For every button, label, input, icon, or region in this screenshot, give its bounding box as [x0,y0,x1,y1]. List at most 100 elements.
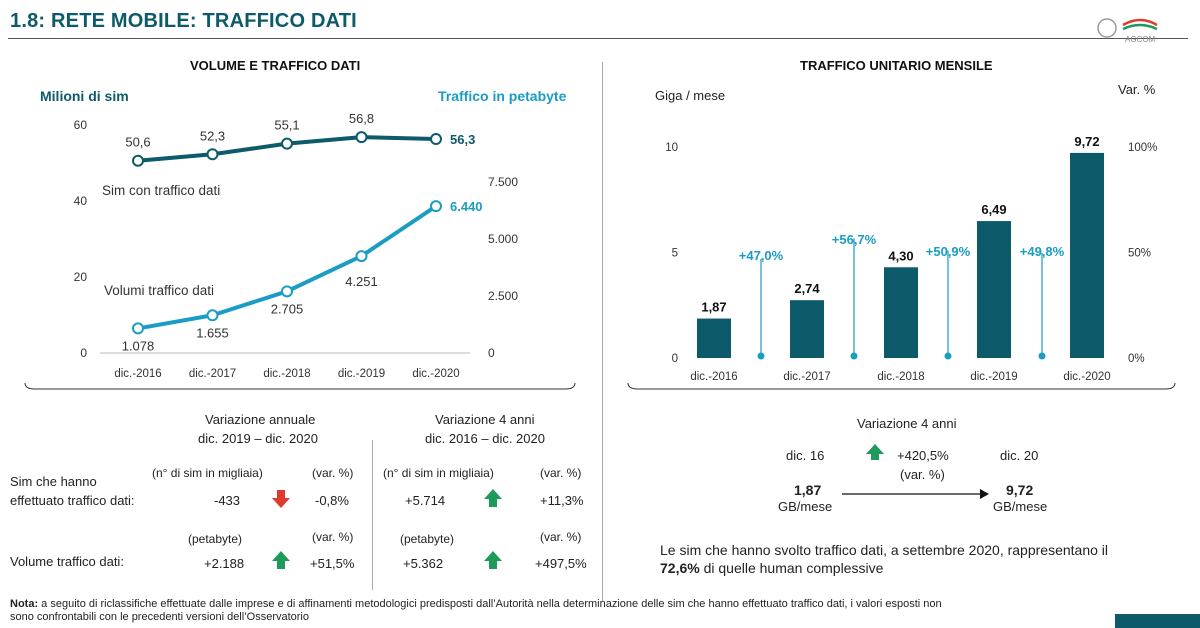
bar-value-label: 9,72 [1074,134,1099,149]
annual-title-1: Variazione annuale [205,412,316,427]
right-axis-label: Traffico in petabyte [438,88,567,104]
bar-value-label: 4,30 [888,248,913,263]
summary-pct-note: (var. %) [900,467,945,482]
page-title: 1.8: RETE MOBILE: TRAFFICO DATI [10,10,357,32]
summary-to-value: 9,72 [1006,482,1034,498]
y2-tick-label: 7.500 [488,175,518,189]
y2-tick-label: 2.500 [488,289,518,303]
variation-label: +56,7% [832,232,877,247]
data-label: 2.705 [271,301,304,316]
x-tick-label: dic.-2019 [970,371,1017,383]
bar-value-label: 6,49 [981,202,1006,217]
y2-tick-label: 50% [1128,248,1151,260]
y2-tick-label: 100% [1128,142,1157,154]
data-label: 56,8 [349,111,374,126]
row1-label-1: Sim che hanno [10,474,97,489]
row2-var-unit-annual: (var. %) [312,530,354,544]
x-tick-label: dic.-2017 [189,368,236,380]
data-label: 55,1 [274,118,299,133]
summary-note-2: 72,6% di quelle human complessive [660,560,883,576]
summary-from-value: 1,87 [794,482,822,498]
logo-text: AGCOM [1125,35,1156,44]
bar [884,267,918,358]
row2-label: Volume traffico dati: [10,554,124,569]
four-year-title-2: dic. 2016 – dic. 2020 [425,431,545,446]
x-tick-label: dic.-2018 [877,371,924,383]
up-arrow-icon [484,551,502,569]
series-name-label: Volumi traffico dati [104,283,214,298]
y2-tick-label: 0 [488,346,495,360]
bar [790,300,824,358]
variation-point [1038,352,1046,360]
row2-var-unit-4y: (var. %) [540,530,582,544]
page-number-tab[interactable] [1115,614,1200,628]
x-tick-label: dic.-2017 [783,371,830,383]
data-label: 4.251 [345,274,378,289]
x-tick-label: dic.-2018 [263,368,310,380]
data-point [206,309,219,322]
summary-pct: +420,5% [897,448,949,463]
row2-4y-pct: +497,5% [535,556,587,571]
summary-note-1: Le sim che hanno svolto traffico dati, a… [660,542,1109,558]
variation-point [850,352,858,360]
data-point [355,131,368,144]
bar [1070,152,1104,358]
variation-label: +49,8% [1020,244,1065,259]
data-point [281,137,293,150]
data-label: 6.440 [450,199,483,214]
data-label: 52,3 [200,128,225,143]
row1-unit-4y: (n° di sim in migliaia) [383,466,494,480]
data-label: 56,3 [450,132,475,147]
right-left-axis-label: Giga / mese [655,88,726,103]
data-label: 1.078 [122,338,155,353]
left-axis-label: Milioni di sim [40,88,129,104]
bar [697,318,731,358]
bar-value-label: 2,74 [794,281,820,296]
y-tick-label: 60 [74,118,88,132]
row1-annual-pct: -0,8% [315,493,349,508]
row1-4y-pct: +11,3% [540,493,584,508]
row1-var-unit-4y: (var. %) [540,466,582,480]
variation-label: +47,0% [739,248,784,263]
right-chart-title: TRAFFICO UNITARIO MENSILE [800,58,993,73]
data-point [355,250,368,263]
x-tick-label: dic.-2019 [338,368,385,380]
y2-tick-label: 0% [1128,353,1145,365]
summary-from-unit: GB/mese [778,499,833,514]
data-point [281,285,293,298]
variation-label: +50,9% [926,244,971,259]
y-tick-label: 10 [665,142,678,154]
annual-title-2: dic. 2019 – dic. 2020 [198,431,318,446]
row2-annual-pct: +51,5% [310,556,355,571]
series-name-label: Sim con traffico dati [102,183,220,198]
y-tick-label: 20 [74,270,88,284]
row2-annual-value: +2.188 [204,556,245,571]
variation-point [944,352,952,360]
data-label: 50,6 [125,135,150,150]
right-right-axis-label: Var. % [1118,82,1156,97]
summary-title: Variazione 4 anni [857,416,957,431]
data-point [132,322,144,335]
axis-bracket [24,382,576,390]
y2-tick-label: 5.000 [488,232,518,246]
footer-note-text-1: a seguito di riclassifiche effettuate da… [38,598,942,610]
down-arrow-icon [272,490,290,508]
footer-note: Nota: a seguito di riclassifiche effettu… [10,598,1090,610]
summary-from-label: dic. 16 [786,448,825,463]
agcom-logo: AGCOM [1097,18,1158,44]
y-tick-label: 40 [74,194,88,208]
up-arrow-icon [484,489,502,507]
row1-4y-value: +5.714 [405,493,446,508]
row2-unit-4y: (petabyte) [400,532,455,546]
row1-annual-value: -433 [214,493,241,508]
row2-unit-annual: (petabyte) [188,532,243,546]
row1-var-unit-annual: (var. %) [312,466,354,480]
axis-bracket [627,382,1176,390]
up-arrow-icon [272,551,290,569]
x-tick-label: dic.-2016 [114,368,161,380]
table-divider [372,440,373,590]
summary-note-rest: di quelle human complessive [699,560,884,576]
up-arrow-icon [866,444,884,460]
row1-unit-annual: (n° di sim in migliaia) [152,466,263,480]
x-tick-label: dic.-2020 [1063,371,1110,383]
